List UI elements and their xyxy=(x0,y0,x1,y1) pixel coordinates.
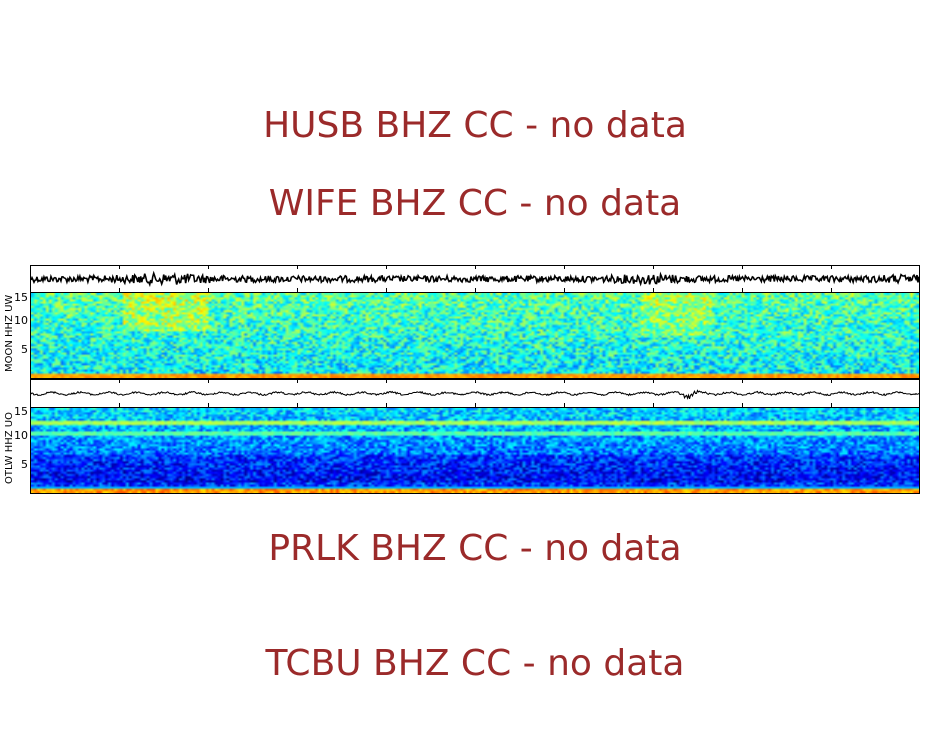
x-tick xyxy=(742,288,743,292)
x-tick xyxy=(386,265,387,269)
x-tick xyxy=(119,265,120,269)
moon-ytick-15: 15 xyxy=(14,291,28,304)
moon-ylabel: MOON HHZ UW xyxy=(4,294,15,372)
x-tick xyxy=(564,403,565,407)
x-tick xyxy=(119,379,120,383)
x-tick xyxy=(831,288,832,292)
x-tick xyxy=(475,403,476,407)
x-tick xyxy=(475,379,476,383)
otlw-ytick-10: 10 xyxy=(14,429,28,442)
no-data-wife: WIFE BHZ CC - no data xyxy=(268,183,682,224)
x-tick xyxy=(742,379,743,383)
x-tick xyxy=(653,379,654,383)
moon-ytick-5: 5 xyxy=(21,343,28,356)
x-tick xyxy=(297,265,298,269)
x-tick xyxy=(386,379,387,383)
moon-waveform xyxy=(31,270,919,288)
x-tick xyxy=(119,288,120,292)
x-tick xyxy=(831,379,832,383)
x-tick xyxy=(297,403,298,407)
x-tick xyxy=(208,265,209,269)
x-tick xyxy=(297,379,298,383)
moon-spectrogram xyxy=(30,292,920,379)
x-tick xyxy=(119,403,120,407)
otlw-ylabel: OTLW HHZ UO xyxy=(4,412,15,484)
otlw-spectrogram xyxy=(30,407,920,494)
x-tick xyxy=(475,288,476,292)
x-tick xyxy=(742,403,743,407)
x-tick xyxy=(297,288,298,292)
x-tick xyxy=(208,379,209,383)
x-tick xyxy=(208,403,209,407)
x-tick xyxy=(386,288,387,292)
x-tick xyxy=(653,265,654,269)
x-tick xyxy=(386,403,387,407)
x-tick xyxy=(831,403,832,407)
otlw-waveform xyxy=(31,389,919,400)
no-data-prlk: PRLK BHZ CC - no data xyxy=(268,528,682,569)
x-tick xyxy=(653,403,654,407)
otlw-ytick-5: 5 xyxy=(21,458,28,471)
x-tick xyxy=(475,265,476,269)
x-tick xyxy=(564,379,565,383)
otlw-ytick-15: 15 xyxy=(14,405,28,418)
no-data-tcbu: TCBU BHZ CC - no data xyxy=(265,643,685,684)
moon-ytick-10: 10 xyxy=(14,314,28,327)
x-tick xyxy=(742,265,743,269)
x-tick xyxy=(831,265,832,269)
x-tick xyxy=(653,288,654,292)
no-data-husb: HUSB BHZ CC - no data xyxy=(263,105,687,146)
x-tick xyxy=(564,265,565,269)
x-tick xyxy=(208,288,209,292)
x-tick xyxy=(564,288,565,292)
